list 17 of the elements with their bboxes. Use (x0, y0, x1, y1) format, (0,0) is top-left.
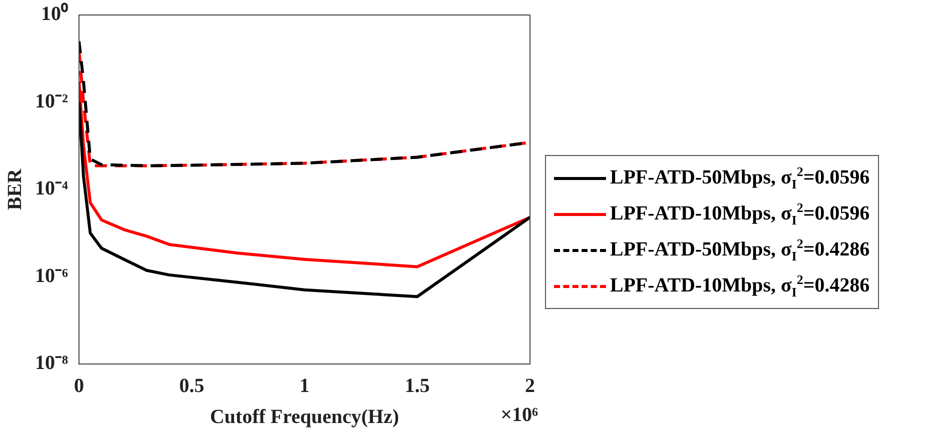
x-tick-label: 0 (74, 375, 84, 398)
y-tick-label: 10⁻⁶ (34, 264, 68, 287)
x-tick-label: 2 (525, 375, 535, 398)
legend-label: LPF-ATD-50Mbps, σ$_{I}$$^{2}$=0.0596 (610, 164, 870, 192)
y-axis-title: BER (4, 168, 26, 210)
legend-label: LPF-ATD-10Mbps, σ$_{I}$$^{2}$=0.4286 (610, 272, 870, 300)
text: ×10⁶ (500, 404, 538, 426)
y-tick-label: 10⁻⁴ (34, 178, 68, 200)
x-tick-label: 1.5 (404, 375, 430, 398)
x-axis-title: Cutoff Frequency(Hz) (210, 406, 400, 428)
x-tick-label: 1 (300, 375, 310, 398)
y-tick-label: 10⁻² (34, 90, 68, 112)
x-tick-label: 0.5 (179, 375, 204, 398)
legend-label: LPF-ATD-10Mbps, σ$_{I}$$^{2}$=0.0596 (610, 200, 870, 228)
legend-label: LPF-ATD-50Mbps, σ$_{I}$$^{2}$=0.4286 (610, 236, 870, 264)
y-tick-label: 10⁻⁸ (34, 352, 68, 374)
y-tick-label: 10⁰ (40, 2, 68, 26)
